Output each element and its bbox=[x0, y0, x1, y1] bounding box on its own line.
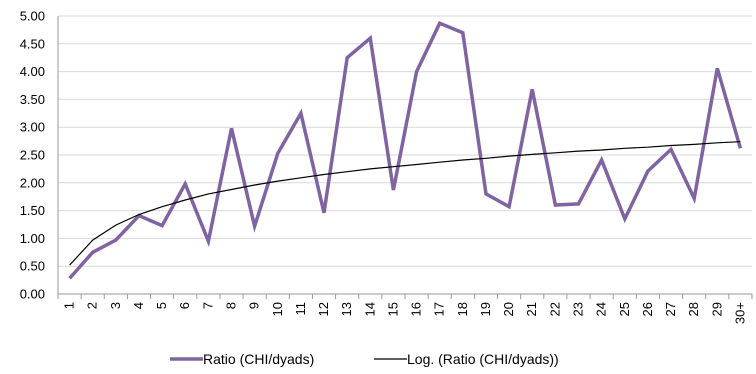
x-tick-label: 9 bbox=[247, 302, 262, 309]
x-tick-label: 24 bbox=[594, 302, 609, 316]
x-tick-label: 4 bbox=[131, 302, 146, 309]
x-tick-label: 23 bbox=[571, 302, 586, 316]
legend-label-log-trendline: Log. (Ratio (CHI/dyads)) bbox=[407, 351, 559, 367]
x-tick-label: 22 bbox=[547, 302, 562, 316]
x-tick-label: 21 bbox=[524, 302, 539, 316]
x-tick-label: 27 bbox=[663, 302, 678, 316]
y-tick-label: 4.00 bbox=[20, 64, 45, 79]
x-tick-label: 6 bbox=[177, 302, 192, 309]
legend-label-ratio: Ratio (CHI/dyads) bbox=[203, 351, 314, 367]
x-tick-label: 13 bbox=[339, 302, 354, 316]
y-tick-label: 2.50 bbox=[20, 148, 45, 163]
series-line-ratio bbox=[68, 20, 743, 280]
x-tick-label: 30+ bbox=[732, 302, 747, 324]
x-tick-label: 18 bbox=[455, 302, 470, 316]
x-tick-label: 2 bbox=[85, 302, 100, 309]
y-tick-label: 4.50 bbox=[20, 36, 45, 51]
y-tick-label: 3.50 bbox=[20, 92, 45, 107]
y-tick-label: 2.00 bbox=[20, 175, 45, 190]
x-tick-label: 5 bbox=[154, 302, 169, 309]
y-tick-label: 0.50 bbox=[20, 259, 45, 274]
x-tick-label: 1 bbox=[62, 302, 77, 309]
x-tick-label: 20 bbox=[501, 302, 516, 316]
y-tick-label: 5.00 bbox=[20, 9, 45, 24]
x-tick-label: 17 bbox=[432, 302, 447, 316]
x-tick-label: 8 bbox=[224, 302, 239, 309]
y-axis-tick-labels: 0.00 0.50 1.00 1.50 2.00 2.50 3.00 3.50 4.00 4.50… bbox=[20, 9, 45, 302]
x-tick-label: 16 bbox=[409, 302, 424, 316]
series-lines bbox=[68, 20, 743, 280]
x-tick-label: 3 bbox=[108, 302, 123, 309]
x-tick-label: 28 bbox=[686, 302, 701, 316]
x-tick-label: 29 bbox=[709, 302, 724, 316]
x-tick-label: 7 bbox=[200, 302, 215, 309]
axes bbox=[57, 16, 753, 299]
y-tick-label: 3.00 bbox=[20, 120, 45, 135]
x-tick-label: 12 bbox=[316, 302, 331, 316]
x-tick-label: 11 bbox=[293, 302, 308, 316]
x-tick-label: 10 bbox=[270, 302, 285, 316]
x-tick-label: 19 bbox=[478, 302, 493, 316]
legend: Ratio (CHI/dyads) Log. (Ratio (CHI/dyads)… bbox=[170, 351, 559, 367]
x-axis-tick-labels: 1 2 3 4 5 6 7 8 9 10 11 12 13 14 15 16 17 18 19 20 21 22 23 24 2… bbox=[62, 302, 748, 324]
x-tick-label: 14 bbox=[362, 302, 377, 316]
x-tick-label: 15 bbox=[385, 302, 400, 316]
y-tick-label: 1.50 bbox=[20, 203, 45, 218]
y-tick-label: 0.00 bbox=[20, 287, 45, 302]
x-tick-label: 25 bbox=[617, 302, 632, 316]
gridlines bbox=[58, 15, 752, 267]
x-tick-label: 26 bbox=[640, 302, 655, 316]
series-line-log-trendline bbox=[69, 141, 741, 266]
y-tick-label: 1.00 bbox=[20, 231, 45, 246]
